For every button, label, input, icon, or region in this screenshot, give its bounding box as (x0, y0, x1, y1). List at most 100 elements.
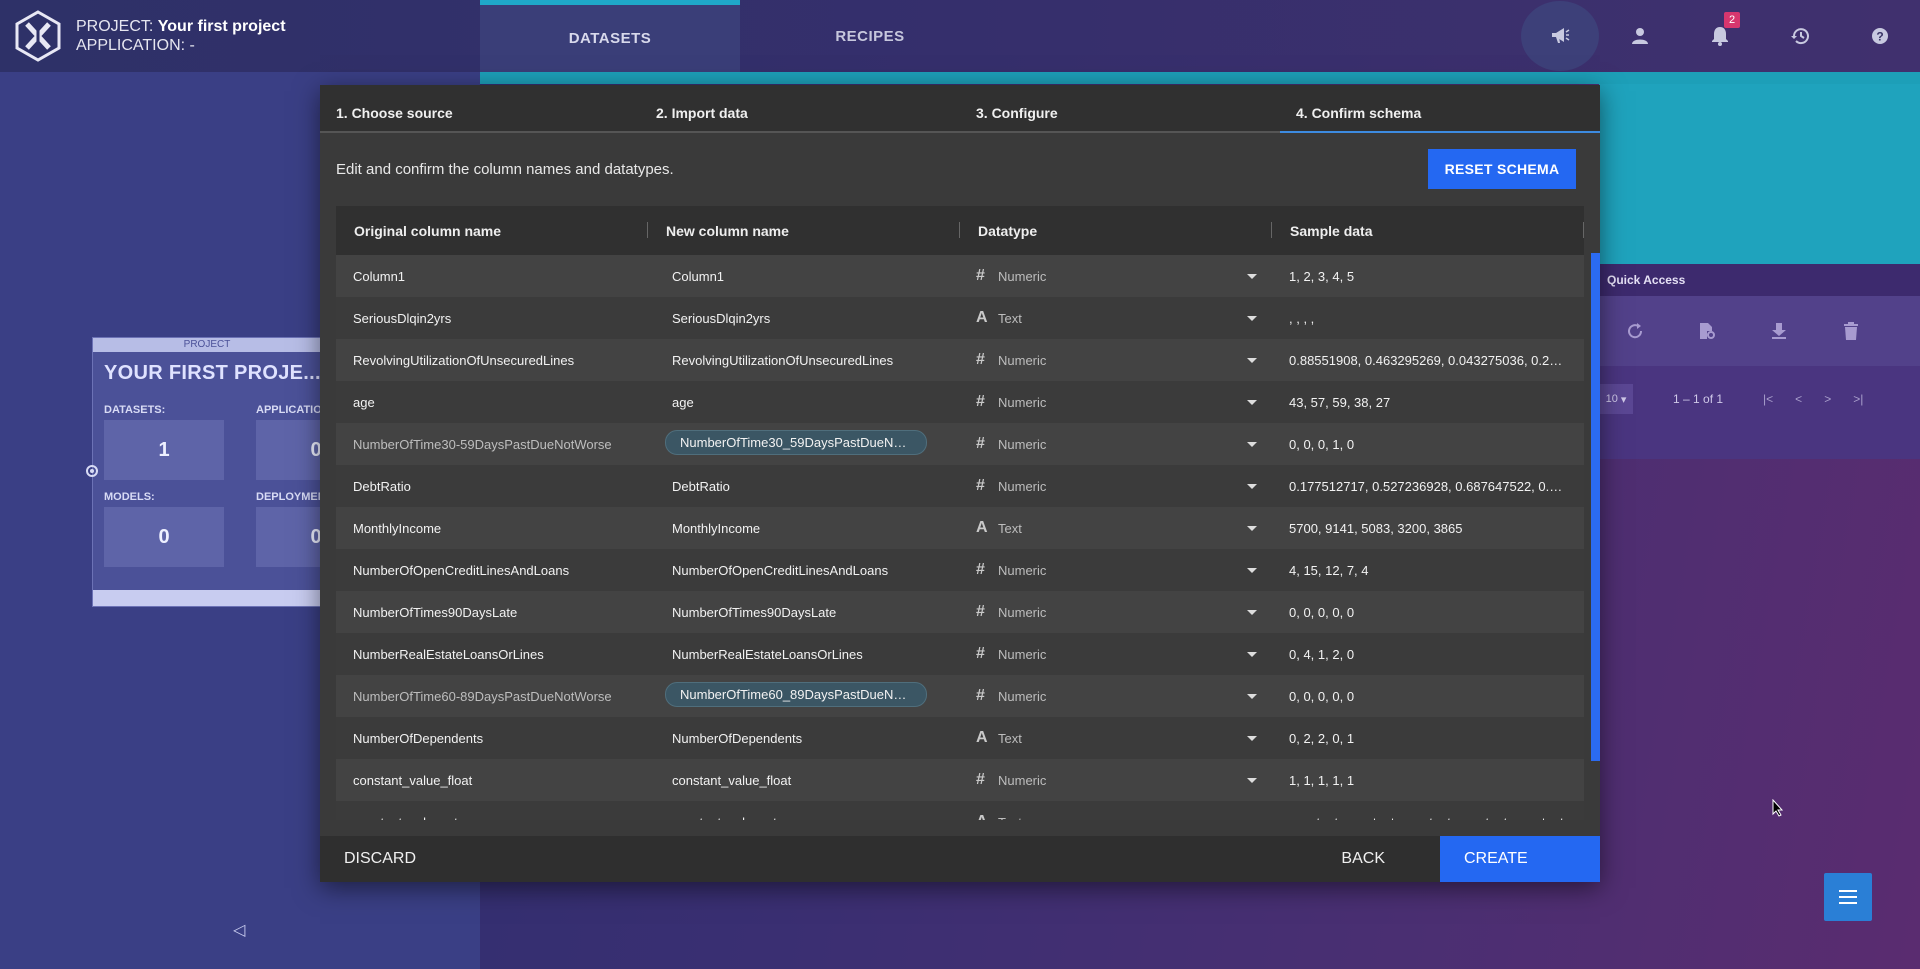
datatype-value: Numeric (998, 268, 1047, 284)
refresh-icon[interactable] (1599, 322, 1671, 340)
mouse-cursor-icon (1772, 798, 1784, 822)
file-settings-icon[interactable] (1671, 322, 1743, 340)
create-button[interactable]: CREATE (1440, 836, 1600, 882)
dropdown-caret-icon (1247, 273, 1257, 279)
project-prefix: PROJECT: (76, 18, 158, 35)
menu-fab-button[interactable] (1824, 873, 1872, 921)
step-configure[interactable]: 3. Configure (960, 85, 1280, 133)
discard-button[interactable]: DISCARD (344, 850, 417, 867)
new-column-name-input[interactable]: NumberOfDependents (672, 730, 803, 746)
datatype-select[interactable]: # Numeric (960, 477, 1272, 495)
quick-access-pager: 10 ▾ 1 – 1 of 1 |< < > >| (1599, 384, 1920, 414)
datatype-select[interactable]: # Numeric (960, 393, 1272, 411)
reset-schema-button[interactable]: RESET SCHEMA (1428, 149, 1576, 189)
new-column-name-input[interactable]: DebtRatio (672, 478, 730, 494)
tab-datasets[interactable]: DATASETS (480, 0, 740, 72)
table-row: MonthlyIncome MonthlyIncome A Text 5700, 914… (336, 507, 1584, 549)
numeric-type-icon: # (976, 687, 985, 704)
numeric-type-icon: # (976, 645, 985, 662)
datatype-value: Numeric (998, 394, 1047, 410)
step-import-data[interactable]: 2. Import data (640, 85, 960, 133)
new-column-name-cell: NumberOfTime30_59DaysPastDueNotW… (648, 430, 960, 458)
app-logo-icon[interactable] (12, 10, 64, 62)
datatype-select[interactable]: # Numeric (960, 771, 1272, 789)
notification-badge: 2 (1724, 12, 1740, 28)
project-name[interactable]: Your first project (157, 18, 286, 35)
sample-data: constant, constant, constant, constant, … (1272, 815, 1584, 821)
table-row: constant_value_float constant_value_float… (336, 759, 1584, 801)
table-row: DebtRatio DebtRatio # Numeric 0.177512717, 0… (336, 465, 1584, 507)
table-header: Original column name New column name Dat… (336, 206, 1584, 255)
text-type-icon: A (976, 813, 998, 820)
table-scrollbar[interactable] (1591, 253, 1600, 761)
new-column-name-cell: NumberOfTime60_89DaysPastDueNotW… (648, 682, 960, 710)
applications-label: APPLICATIO (256, 404, 322, 416)
new-column-name-cell: DebtRatio (648, 479, 960, 494)
step-choose-source[interactable]: 1. Choose source (320, 85, 640, 133)
datatype-select[interactable]: # Numeric (960, 645, 1272, 663)
datatype-select[interactable]: # Numeric (960, 561, 1272, 579)
user-button[interactable] (1600, 0, 1680, 72)
dropdown-caret-icon (1247, 693, 1257, 699)
new-column-name-input[interactable]: NumberOfOpenCreditLinesAndLoans (672, 562, 889, 578)
datasets-count[interactable]: 1 (104, 420, 224, 480)
help-button[interactable]: ? (1840, 0, 1920, 72)
history-icon (1791, 28, 1809, 45)
models-count[interactable]: 0 (104, 507, 224, 567)
new-column-name-input[interactable]: NumberOfTime60_89DaysPastDueNotW… (665, 682, 927, 707)
new-column-name-input[interactable]: MonthlyIncome (672, 520, 761, 536)
new-column-name-input[interactable]: RevolvingUtilizationOfUnsecuredLines (672, 352, 894, 368)
datatype-select[interactable]: # Numeric (960, 687, 1272, 705)
notifications-button[interactable]: 2 (1680, 0, 1760, 72)
download-icon[interactable] (1743, 322, 1815, 340)
new-column-name-cell: constant_value_float (648, 773, 960, 788)
user-icon (1632, 28, 1648, 44)
new-column-name-input[interactable]: constant_value_float (672, 772, 792, 788)
table-row: NumberOfOpenCreditLinesAndLoans NumberOfO… (336, 549, 1584, 591)
page-size-select[interactable]: 10 ▾ (1599, 384, 1633, 414)
datatype-value: Numeric (998, 688, 1047, 704)
numeric-type-icon: # (976, 435, 985, 452)
new-column-name-input[interactable]: constant_value_str (672, 815, 781, 821)
new-column-name-input[interactable]: NumberOfTimes90DaysLate (672, 604, 837, 620)
project-radio[interactable] (86, 465, 98, 477)
last-page-icon[interactable]: >| (1853, 392, 1864, 406)
table-row: NumberRealEstateLoansOrLines NumberRealEs… (336, 633, 1584, 675)
new-column-name-input[interactable]: SeriousDlqin2yrs (672, 310, 771, 326)
datatype-select[interactable]: # Numeric (960, 603, 1272, 621)
project-card[interactable]: PROJECT YOUR FIRST PROJE... DATASETS: 1 … (92, 337, 376, 607)
project-card-footer (93, 590, 323, 606)
table-body: Column1 Column1 # Numeric 1, 2, 3, 4, 5 Serio… (336, 255, 1584, 820)
new-column-name-input[interactable]: NumberRealEstateLoansOrLines (672, 646, 863, 662)
new-column-name-input[interactable]: NumberOfTime30_59DaysPastDueNotW… (665, 430, 927, 455)
datatype-select[interactable]: # Numeric (960, 435, 1272, 453)
numeric-type-icon: # (976, 267, 985, 284)
delete-icon[interactable] (1815, 322, 1887, 340)
dialog-footer: DISCARD BACK CREATE (320, 836, 1600, 882)
collapse-panel-icon[interactable]: ◁ (233, 922, 246, 939)
teal-block (1599, 84, 1920, 264)
first-page-icon[interactable]: |< (1763, 392, 1774, 406)
history-button[interactable] (1760, 0, 1840, 72)
prev-page-icon[interactable]: < (1795, 392, 1803, 406)
table-row: age age # Numeric 43, 57, 59, 38, 27 (336, 381, 1584, 423)
megaphone-icon (1521, 1, 1599, 71)
new-column-name-input[interactable]: age (672, 394, 694, 410)
datatype-value: Numeric (998, 646, 1047, 662)
new-column-name-input[interactable]: Column1 (672, 268, 725, 284)
back-button[interactable]: BACK (1341, 850, 1385, 867)
datatype-select[interactable]: # Numeric (960, 267, 1272, 285)
step-confirm-schema[interactable]: 4. Confirm schema (1280, 85, 1600, 133)
sample-data: 0.88551908, 0.463295269, 0.043275036, 0.… (1289, 352, 1584, 368)
datatype-select[interactable]: # Numeric (960, 351, 1272, 369)
tab-recipes[interactable]: RECIPES (835, 27, 905, 45)
new-column-name-cell: NumberRealEstateLoansOrLines (648, 647, 960, 662)
dropdown-caret-icon (1247, 819, 1257, 820)
next-page-icon[interactable]: > (1824, 392, 1832, 406)
table-row: constant_value_str constant_value_str ATex… (336, 801, 1584, 820)
announcements-button[interactable] (1520, 0, 1600, 72)
